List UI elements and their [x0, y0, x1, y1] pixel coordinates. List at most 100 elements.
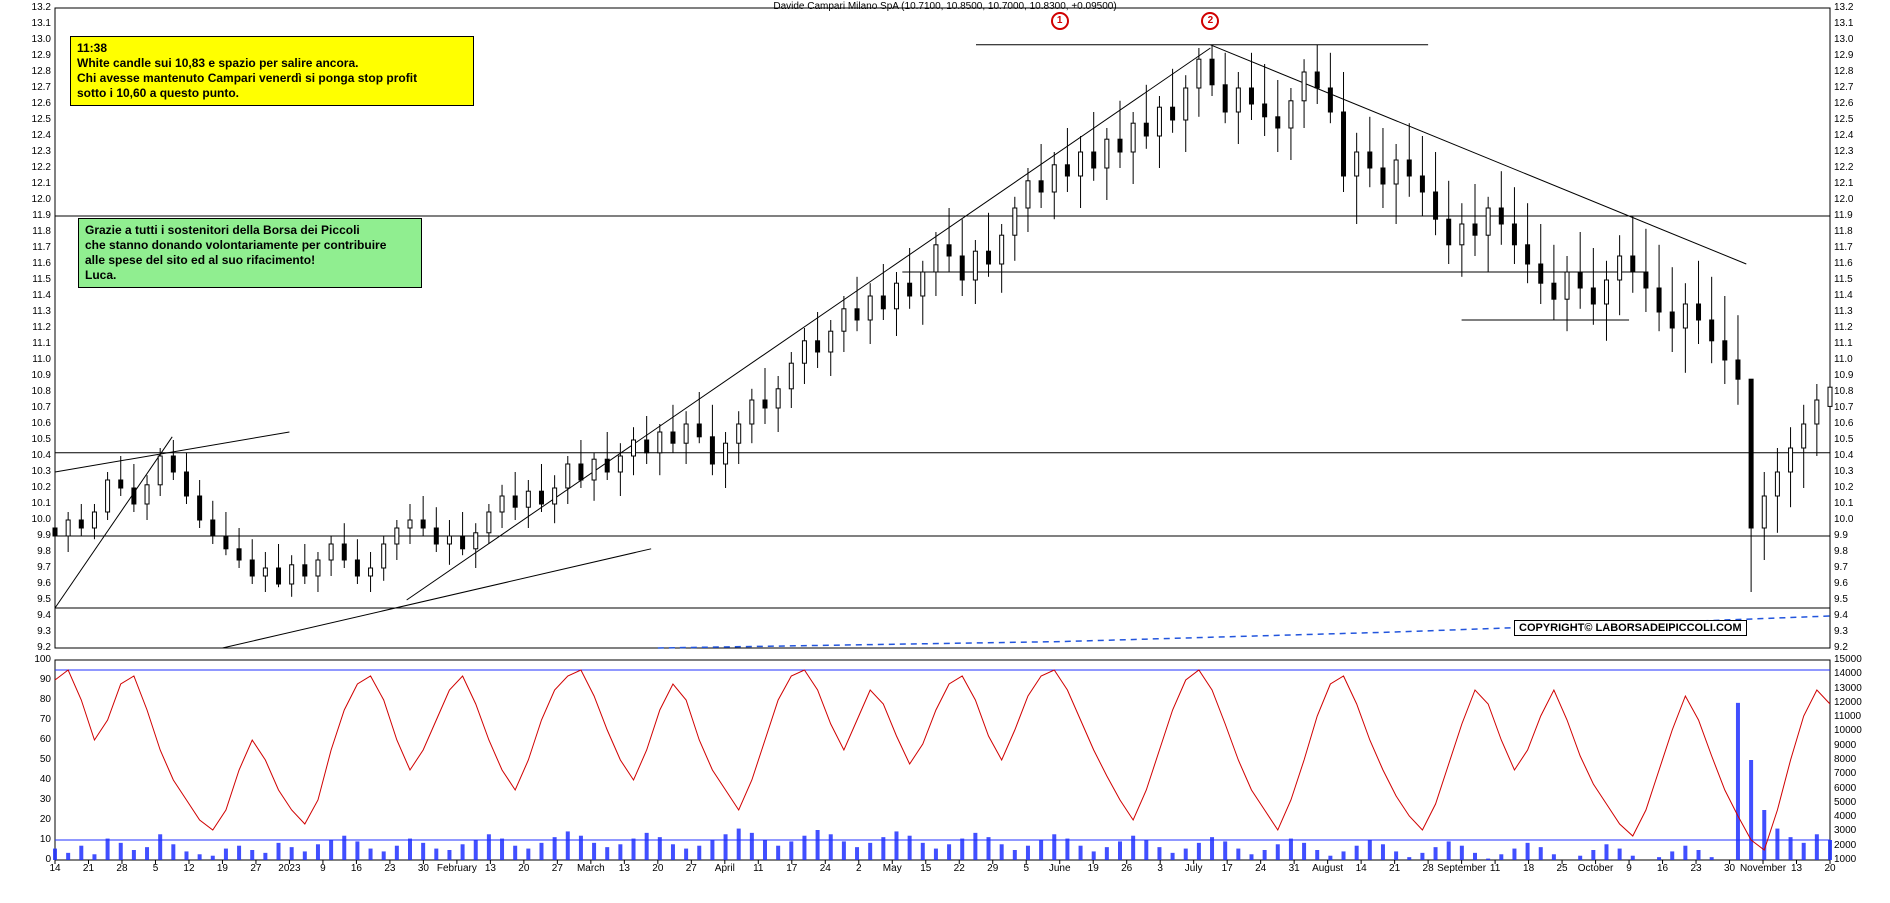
date-tick: 17 — [786, 863, 797, 874]
date-tick: 13 — [619, 863, 630, 874]
annotation-green: Grazie a tutti i sostenitori della Borsa… — [78, 218, 422, 288]
price-tick: 10.7 — [32, 402, 51, 413]
date-tick: 30 — [418, 863, 429, 874]
price-tick: 11.6 — [32, 258, 51, 269]
price-tick: 9.8 — [1834, 546, 1848, 557]
osc-tick: 30 — [40, 794, 51, 805]
date-tick: 3 — [1157, 863, 1163, 874]
date-tick: 14 — [49, 863, 60, 874]
date-tick: 13 — [1791, 863, 1802, 874]
date-tick: 16 — [351, 863, 362, 874]
price-panel — [0, 0, 1890, 903]
date-tick: 5 — [1023, 863, 1029, 874]
date-tick: 21 — [1389, 863, 1400, 874]
price-tick: 12.6 — [32, 98, 51, 109]
vol-tick: 14000 — [1834, 668, 1862, 679]
price-tick: 12.9 — [1834, 50, 1853, 61]
price-tick: 9.4 — [1834, 610, 1848, 621]
vol-tick: 6000 — [1834, 783, 1856, 794]
price-tick: 12.8 — [1834, 66, 1853, 77]
date-tick: October — [1578, 863, 1614, 874]
price-tick: 11.5 — [32, 274, 51, 285]
price-tick: 11.8 — [1834, 226, 1853, 237]
price-tick: 10.4 — [1834, 450, 1853, 461]
date-tick: 23 — [384, 863, 395, 874]
osc-tick: 60 — [40, 734, 51, 745]
price-tick: 11.6 — [1834, 258, 1853, 269]
price-tick: 12.5 — [1834, 114, 1853, 125]
date-tick: 27 — [686, 863, 697, 874]
price-tick: 9.7 — [37, 562, 51, 573]
vol-tick: 8000 — [1834, 754, 1856, 765]
price-tick: 10.3 — [32, 466, 51, 477]
price-tick: 10.6 — [1834, 418, 1853, 429]
date-tick: 23 — [1690, 863, 1701, 874]
price-tick: 13.0 — [32, 34, 51, 45]
date-tick: 20 — [518, 863, 529, 874]
date-tick: April — [715, 863, 735, 874]
price-tick: 9.2 — [1834, 642, 1848, 653]
osc-tick: 70 — [40, 714, 51, 725]
price-tick: 9.5 — [1834, 594, 1848, 605]
date-tick: 29 — [987, 863, 998, 874]
date-tick: 27 — [552, 863, 563, 874]
date-tick: 9 — [320, 863, 326, 874]
date-tick: July — [1185, 863, 1203, 874]
date-tick: 14 — [1356, 863, 1367, 874]
price-tick: 11.8 — [32, 226, 51, 237]
price-tick: 12.2 — [1834, 162, 1853, 173]
price-tick: 13.0 — [1834, 34, 1853, 45]
price-tick: 12.4 — [32, 130, 51, 141]
price-tick: 11.3 — [32, 306, 51, 317]
price-tick: 12.2 — [32, 162, 51, 173]
price-tick: 11.0 — [1834, 354, 1853, 365]
date-tick: 30 — [1724, 863, 1735, 874]
price-tick: 9.3 — [37, 626, 51, 637]
price-tick: 11.7 — [32, 242, 51, 253]
date-tick: June — [1049, 863, 1071, 874]
price-tick: 10.1 — [1834, 498, 1853, 509]
price-tick: 11.2 — [1834, 322, 1853, 333]
osc-tick: 100 — [34, 654, 51, 665]
price-tick: 12.3 — [32, 146, 51, 157]
vol-tick: 13000 — [1834, 683, 1862, 694]
price-tick: 10.8 — [32, 386, 51, 397]
price-tick: 9.9 — [1834, 530, 1848, 541]
date-tick: 5 — [153, 863, 159, 874]
vol-tick: 2000 — [1834, 840, 1856, 851]
price-tick: 11.5 — [1834, 274, 1853, 285]
price-tick: 10.3 — [1834, 466, 1853, 477]
osc-tick: 80 — [40, 694, 51, 705]
date-tick: 24 — [820, 863, 831, 874]
annotation-yellow: 11:38White candle sui 10,83 e spazio per… — [70, 36, 474, 106]
chart-marker: 2 — [1201, 12, 1219, 30]
price-tick: 13.1 — [32, 18, 51, 29]
date-tick: 27 — [250, 863, 261, 874]
osc-tick: 50 — [40, 754, 51, 765]
date-tick: September — [1437, 863, 1486, 874]
date-tick: 22 — [954, 863, 965, 874]
date-tick: 13 — [485, 863, 496, 874]
price-tick: 11.4 — [1834, 290, 1853, 301]
vol-tick: 10000 — [1834, 725, 1862, 736]
price-tick: 12.5 — [32, 114, 51, 125]
date-tick: 19 — [1088, 863, 1099, 874]
date-tick: 20 — [652, 863, 663, 874]
osc-tick: 90 — [40, 674, 51, 685]
vol-tick: 4000 — [1834, 811, 1856, 822]
osc-tick: 20 — [40, 814, 51, 825]
price-tick: 9.6 — [37, 578, 51, 589]
date-tick: March — [577, 863, 605, 874]
price-tick: 10.0 — [1834, 514, 1853, 525]
vol-tick: 5000 — [1834, 797, 1856, 808]
date-tick: November — [1740, 863, 1786, 874]
chart-marker: 1 — [1051, 12, 1069, 30]
price-tick: 10.1 — [32, 498, 51, 509]
vol-tick: 12000 — [1834, 697, 1862, 708]
price-tick: 10.2 — [32, 482, 51, 493]
vol-tick: 9000 — [1834, 740, 1856, 751]
price-tick: 13.2 — [1834, 2, 1853, 13]
price-tick: 11.7 — [1834, 242, 1853, 253]
price-tick: 12.0 — [1834, 194, 1853, 205]
price-tick: 10.0 — [32, 514, 51, 525]
